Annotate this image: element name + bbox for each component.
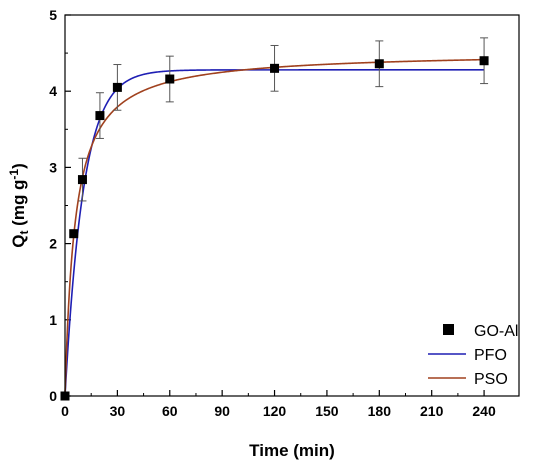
data-point [95, 111, 105, 121]
x-tick-label: 60 [162, 403, 178, 419]
y-axis-title-close: ) [9, 163, 28, 169]
fit-curves [64, 58, 485, 397]
x-tick-label: 150 [315, 403, 339, 419]
legend: GO-Al PFO PSO [428, 323, 518, 388]
legend-marker-go-al [443, 324, 454, 335]
y-tick-label: 2 [49, 236, 57, 252]
x-tick-label: 210 [420, 403, 444, 419]
y-axis-title-main: Q [9, 235, 28, 248]
x-tick-label: 180 [368, 403, 392, 419]
y-tick-label: 4 [49, 83, 57, 99]
data-point [77, 175, 87, 185]
y-tick-label: 0 [49, 388, 57, 404]
legend-label-pfo: PFO [474, 347, 507, 364]
y-tick-label: 3 [49, 159, 57, 175]
y-axis-title: Qt (mg g-1) [7, 163, 31, 248]
data-point [165, 74, 175, 84]
y-axis-title-sup: -1 [7, 169, 21, 180]
x-tick-label: 120 [263, 403, 287, 419]
plot-frame [64, 14, 520, 397]
fit-curve-pfo [64, 69, 485, 397]
legend-label-go-al: GO-Al [474, 323, 518, 340]
fit-curve-pso [64, 58, 485, 397]
x-axis-title: Time (min) [249, 441, 335, 460]
data-point [479, 56, 489, 66]
y-axis-title-unit: (mg g [9, 180, 28, 231]
x-tick-label: 90 [214, 403, 230, 419]
data-point [69, 229, 79, 239]
x-tick-label: 30 [110, 403, 126, 419]
x-tick-label: 240 [472, 403, 496, 419]
y-tick-label: 1 [49, 312, 57, 328]
data-point [112, 82, 122, 92]
data-point [270, 63, 280, 73]
legend-label-pso: PSO [474, 371, 508, 388]
y-tick-label: 5 [49, 7, 57, 23]
data-points [60, 37, 489, 401]
x-tick-label: 0 [61, 403, 69, 419]
tick-layer: 0 30 60 90 120 150 180 210 240 0 1 2 3 4 5 [49, 7, 496, 419]
data-point [374, 59, 384, 69]
y-axis-title-sub: t [17, 231, 31, 235]
